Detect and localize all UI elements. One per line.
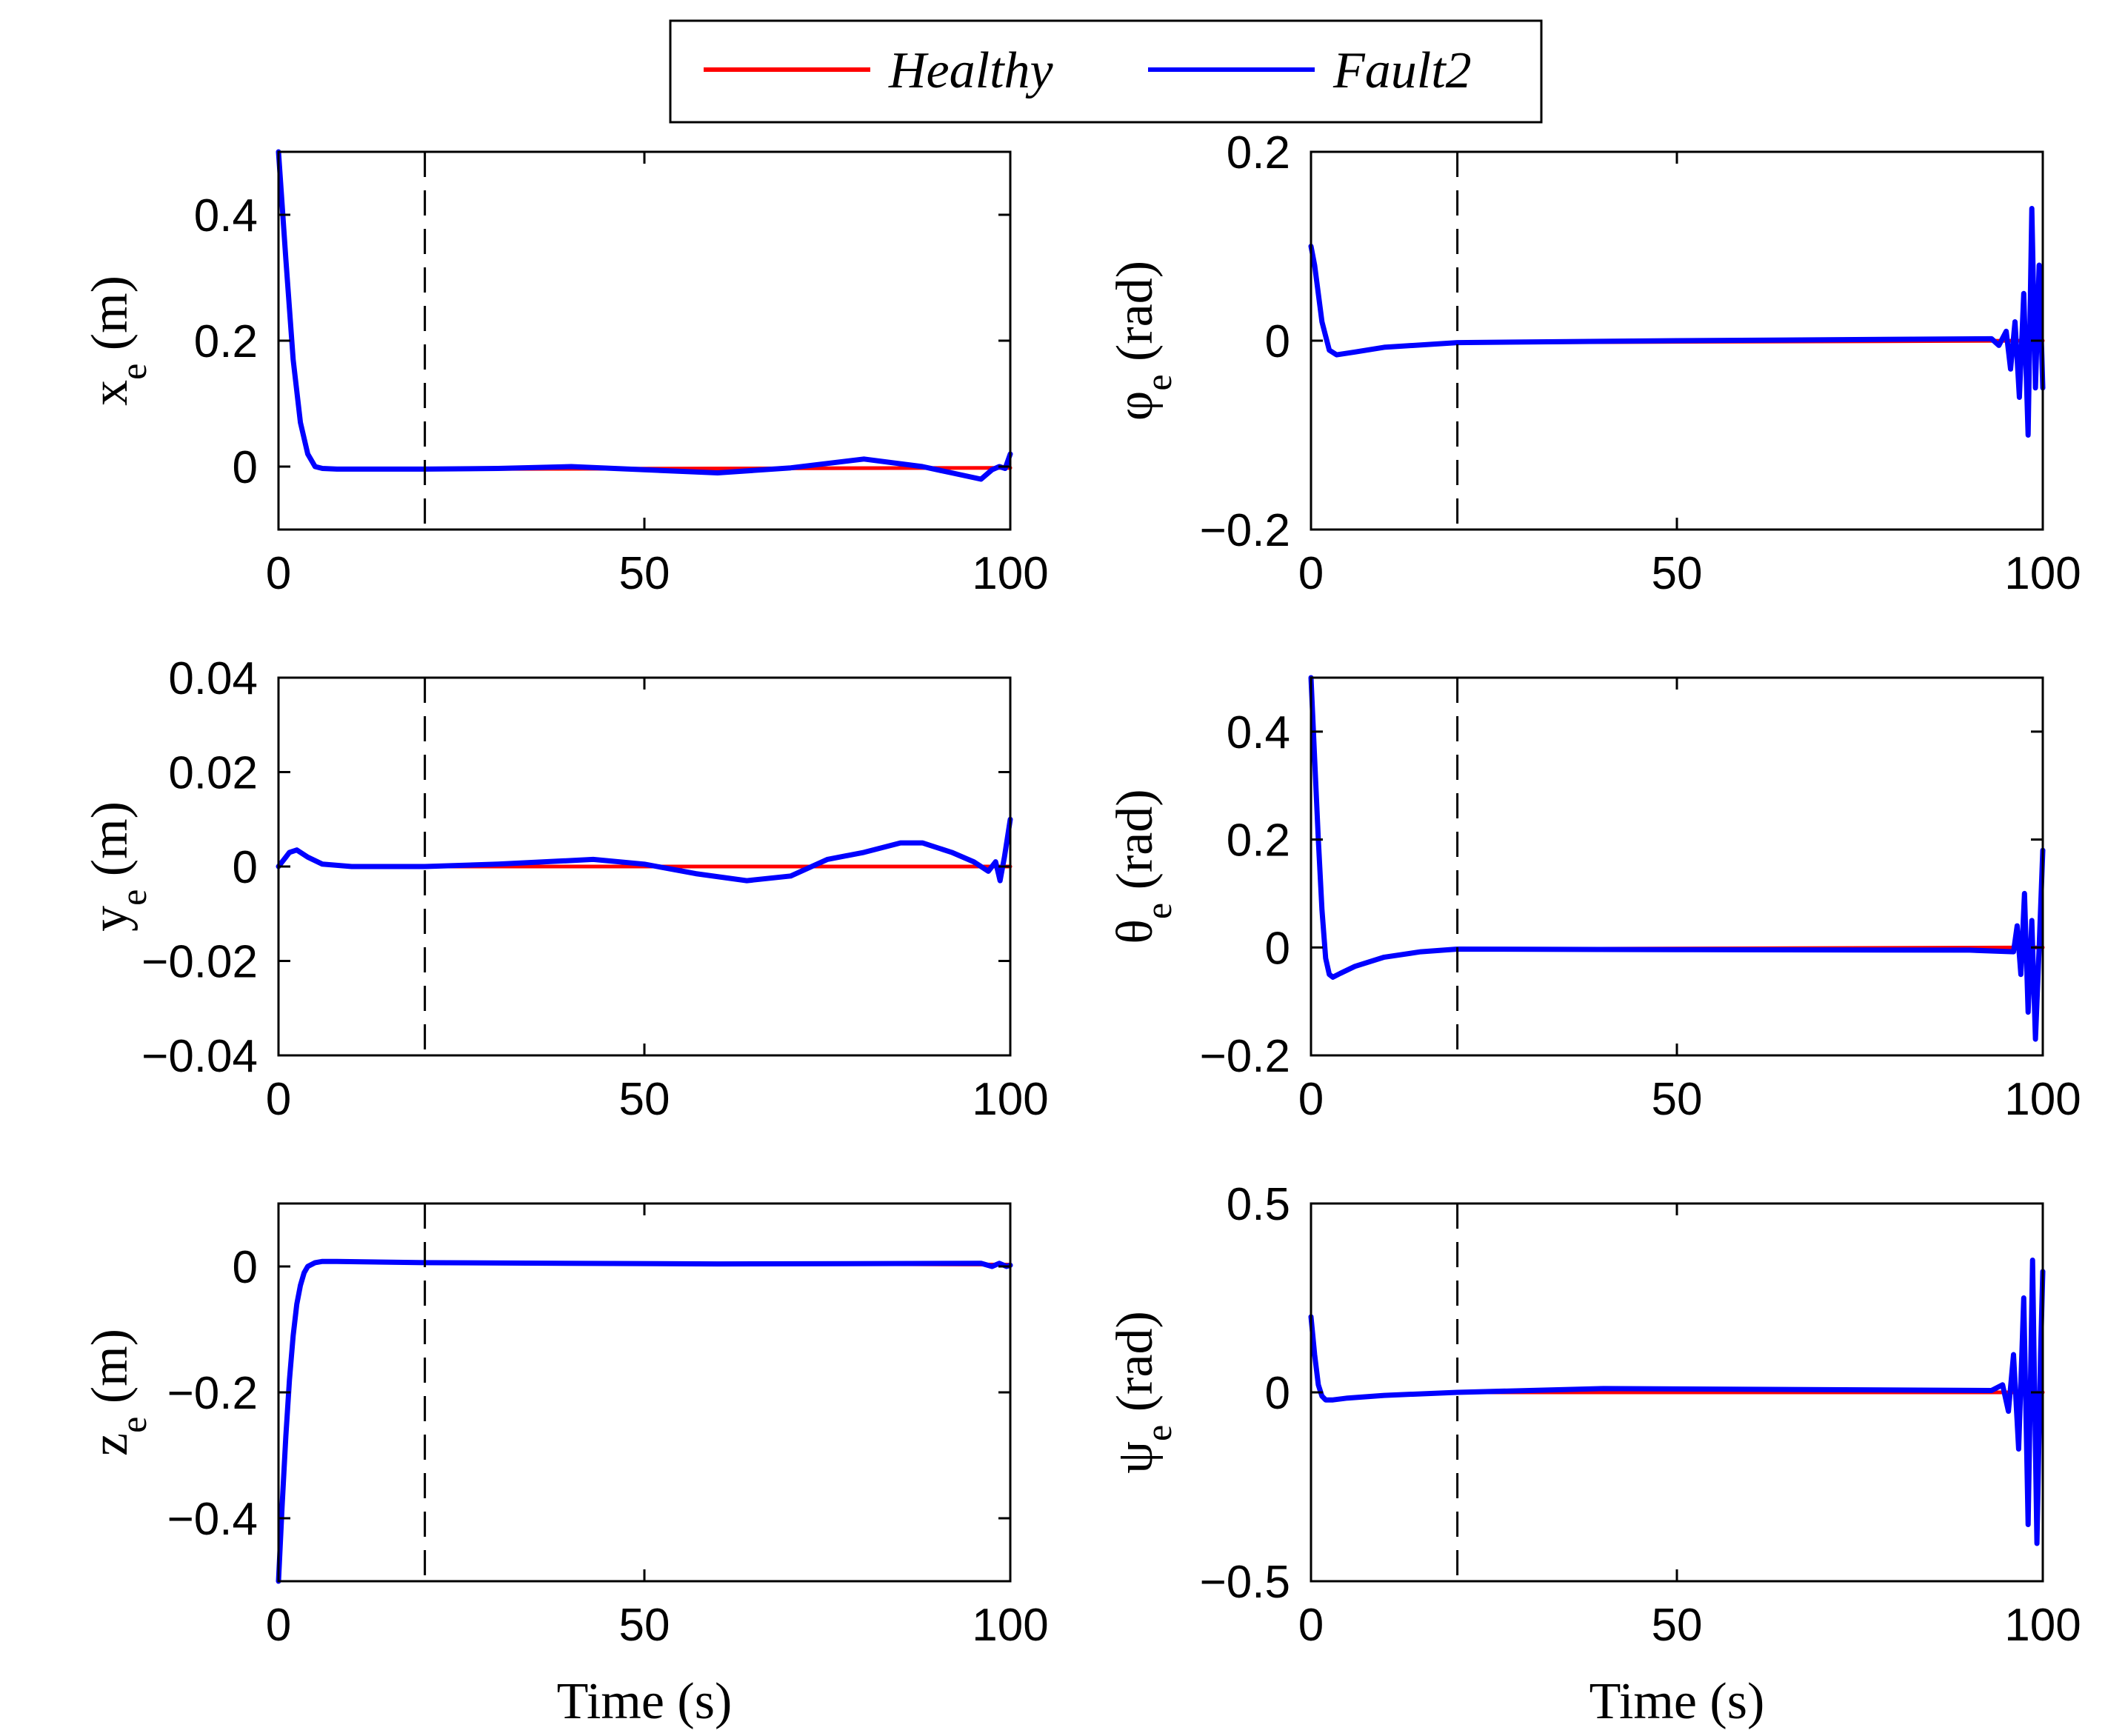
y-tick-label: −0.2 <box>1200 505 1290 556</box>
y-axis-label: ye (m) <box>81 801 154 932</box>
y-tick-label: 0.2 <box>1227 127 1290 178</box>
legend: Healthy Fault2 <box>669 19 1543 124</box>
y-tick-label: 0 <box>1265 1368 1290 1419</box>
y-axis-label: xe (m) <box>81 276 154 406</box>
subplot-xe: 0 50 100 0 0.2 0.4 xe (m) <box>81 149 1049 599</box>
series-fault2-line <box>276 149 1013 482</box>
x-tick-label: 100 <box>2004 1600 2081 1651</box>
x-axis-label: Time (s) <box>1589 1673 1765 1730</box>
legend-label-healthy: Healthy <box>888 42 1054 99</box>
y-tick-label: 0.2 <box>1227 815 1290 867</box>
y-tick-label: 0.5 <box>1227 1179 1290 1230</box>
subplot-thetae: 0 50 100−0.200.20.4θe (rad) <box>1107 675 2081 1125</box>
series-fault2-line <box>1308 1258 2046 1546</box>
y-tick-label: 0.02 <box>168 748 258 799</box>
x-tick-label: 50 <box>619 1074 670 1125</box>
axes-frame <box>277 150 1012 531</box>
x-tick-label: 50 <box>1652 548 1703 599</box>
y-axis-label: ψe (rad) <box>1107 1311 1179 1474</box>
x-tick-label: 100 <box>2004 1074 2081 1125</box>
y-tick-label: 0 <box>1265 316 1290 367</box>
x-tick-label: 0 <box>1298 1074 1324 1125</box>
y-tick-label: −0.2 <box>167 1368 258 1419</box>
series-fault2-line <box>1308 675 2046 1042</box>
subplot-psie: 0 50 100−0.500.5ψe (rad)Time (s) <box>1107 1179 2081 1730</box>
y-axis-label: φe (rad) <box>1107 261 1179 421</box>
y-tick-label: 0 <box>233 442 258 493</box>
legend-label-fault2: Fault2 <box>1332 42 1472 99</box>
x-tick-label: 50 <box>619 548 670 599</box>
x-tick-label: 100 <box>972 1074 1048 1125</box>
y-tick-label: 0.4 <box>1227 707 1290 758</box>
y-tick-label: 0.4 <box>194 190 258 241</box>
subplot-ye: 0 50 100 −0.04 −0.02 0 0.02 0.04 ye (m) <box>81 653 1049 1125</box>
series-fault2-line <box>1308 206 2046 438</box>
y-tick-label: −0.02 <box>141 937 258 988</box>
subplot-ze: 0 50 100 −0.4 −0.2 0 ze (m) Time (s) <box>81 1202 1049 1730</box>
series-fault2-line <box>276 816 1013 884</box>
y-tick-label: 0.04 <box>168 653 258 704</box>
series-fault2-line <box>276 1258 1013 1584</box>
x-tick-label: 50 <box>1652 1600 1703 1651</box>
x-tick-label: 100 <box>972 1600 1048 1651</box>
x-tick-label: 0 <box>266 1600 291 1651</box>
x-tick-label: 50 <box>619 1600 670 1651</box>
series-healthy-line <box>276 1259 1013 1583</box>
series-healthy-line <box>1309 675 2045 979</box>
x-tick-label: 0 <box>266 1074 291 1125</box>
y-tick-label: −0.2 <box>1200 1031 1290 1082</box>
subplot-phie: 0 50 100−0.200.2φe (rad) <box>1107 127 2081 599</box>
axes-frame <box>1310 676 2044 1057</box>
y-tick-label: −0.4 <box>167 1494 258 1545</box>
x-tick-label: 50 <box>1652 1074 1703 1125</box>
x-tick-label: 0 <box>1298 1600 1324 1651</box>
y-tick-label: −0.5 <box>1200 1557 1290 1608</box>
y-tick-label: 0.2 <box>194 316 258 367</box>
series-healthy-line <box>276 150 1013 471</box>
y-tick-label: 0 <box>1265 923 1290 974</box>
x-tick-label: 100 <box>2004 548 2081 599</box>
y-tick-label: 0 <box>233 842 258 893</box>
y-tick-label: 0 <box>233 1242 258 1293</box>
x-axis-label: Time (s) <box>557 1673 733 1730</box>
x-tick-label: 100 <box>972 548 1048 599</box>
y-axis-label: ze (m) <box>81 1329 154 1456</box>
x-tick-label: 0 <box>266 548 291 599</box>
y-tick-label: −0.04 <box>141 1031 258 1082</box>
y-axis-label: θe (rad) <box>1107 789 1179 944</box>
x-tick-label: 0 <box>1298 548 1324 599</box>
